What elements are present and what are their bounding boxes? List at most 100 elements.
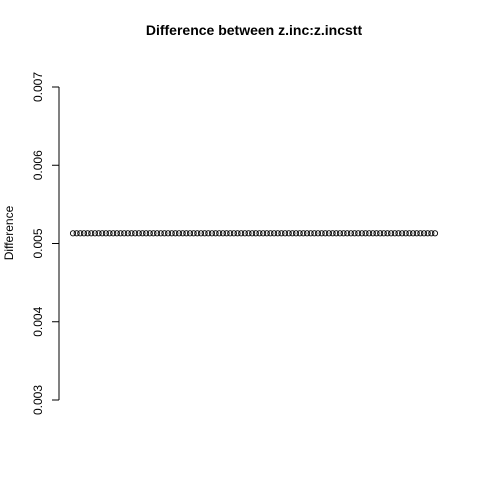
- data-point: [190, 230, 197, 237]
- data-point: [391, 230, 398, 237]
- data-point: [150, 230, 157, 237]
- data-point: [274, 230, 281, 237]
- y-tick-label: 0.003: [31, 385, 45, 415]
- data-point: [208, 230, 215, 237]
- data-point: [369, 230, 376, 237]
- data-point: [223, 230, 230, 237]
- data-point: [355, 230, 362, 237]
- data-point: [424, 230, 431, 237]
- data-point: [420, 230, 428, 237]
- data-point: [113, 230, 120, 237]
- data-point: [227, 230, 234, 237]
- data-point: [358, 230, 365, 237]
- data-point: [241, 230, 248, 237]
- data-point: [80, 230, 88, 237]
- data-point: [344, 230, 351, 237]
- data-point: [139, 230, 146, 237]
- data-point: [73, 230, 80, 237]
- data-point: [406, 230, 413, 237]
- data-point: [249, 230, 256, 237]
- data-point: [303, 230, 311, 237]
- data-point: [201, 230, 208, 237]
- data-point: [351, 230, 358, 237]
- data-point: [99, 230, 106, 237]
- data-point: [154, 230, 161, 237]
- data-point: [384, 230, 391, 237]
- data-point: [124, 230, 131, 237]
- data-point: [296, 230, 303, 237]
- data-point: [399, 230, 406, 237]
- data-points: [69, 230, 439, 237]
- data-point: [183, 230, 190, 237]
- data-point: [410, 230, 417, 237]
- data-point: [186, 230, 194, 237]
- data-point: [168, 230, 175, 237]
- data-point: [175, 230, 183, 237]
- data-point: [143, 230, 150, 237]
- data-point: [135, 230, 142, 237]
- data-point: [238, 230, 245, 237]
- data-point: [230, 230, 237, 237]
- data-point: [146, 230, 153, 237]
- data-point: [366, 230, 373, 237]
- data-point: [362, 230, 369, 237]
- data-point: [413, 230, 420, 237]
- data-point: [325, 230, 333, 237]
- data-point: [77, 230, 84, 237]
- data-point: [216, 230, 223, 237]
- data-point: [388, 230, 395, 237]
- data-point: [377, 230, 384, 237]
- data-point: [91, 230, 98, 237]
- data-point: [285, 230, 292, 237]
- data-point: [340, 230, 347, 237]
- data-point: [282, 230, 289, 237]
- data-point: [318, 230, 325, 237]
- y-axis: 0.003 0.004 0.005 0.006 0.007: [31, 72, 60, 415]
- data-point: [161, 230, 168, 237]
- data-point: [194, 230, 201, 237]
- data-point: [102, 230, 109, 237]
- y-axis-label: Difference: [2, 205, 16, 260]
- data-point: [271, 230, 278, 237]
- y-tick-label: 0.005: [31, 228, 45, 258]
- y-tick-label: 0.004: [31, 306, 45, 336]
- data-point: [132, 230, 139, 237]
- data-point: [402, 230, 409, 237]
- data-point: [69, 230, 77, 237]
- data-point: [256, 230, 263, 237]
- data-point: [336, 230, 343, 237]
- data-point: [431, 230, 439, 237]
- data-point: [263, 230, 270, 237]
- y-tick-label: 0.006: [31, 150, 45, 180]
- data-point: [289, 230, 296, 237]
- chart-title: Difference between z.inc:z.incstt: [146, 22, 363, 38]
- data-point: [121, 230, 128, 237]
- data-point: [157, 230, 164, 237]
- data-point: [333, 230, 340, 237]
- data-point: [219, 230, 226, 237]
- data-point: [380, 230, 387, 237]
- data-point: [292, 230, 300, 237]
- y-tick-label: 0.007: [31, 72, 45, 102]
- data-point: [267, 230, 274, 237]
- data-point: [197, 230, 205, 237]
- data-point: [245, 230, 252, 237]
- data-point: [106, 230, 113, 237]
- data-point: [329, 230, 336, 237]
- data-point: [347, 230, 354, 237]
- data-point: [128, 230, 135, 237]
- data-point: [95, 230, 102, 237]
- data-point: [88, 230, 95, 237]
- data-point: [314, 230, 322, 237]
- data-point: [417, 230, 424, 237]
- data-point: [311, 230, 318, 237]
- data-point: [172, 230, 179, 237]
- data-point: [278, 230, 285, 237]
- data-point: [300, 230, 307, 237]
- data-point: [307, 230, 314, 237]
- data-point: [252, 230, 259, 237]
- data-point: [165, 230, 172, 237]
- data-point: [212, 230, 219, 237]
- data-point: [84, 230, 91, 237]
